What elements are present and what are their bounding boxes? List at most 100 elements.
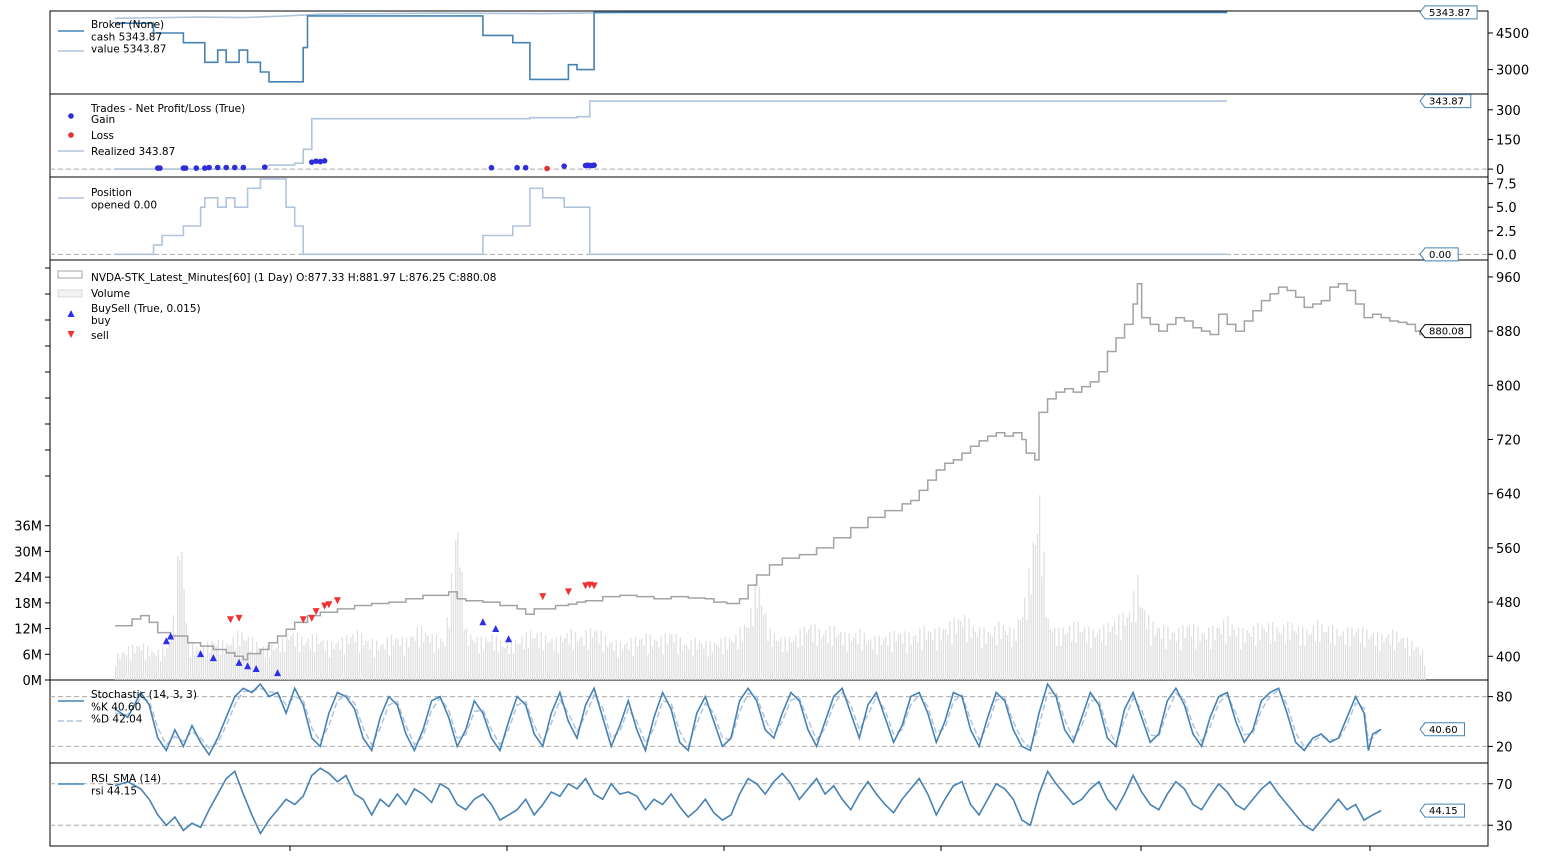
volume-bar — [1291, 623, 1293, 680]
volume-bar — [1359, 642, 1362, 680]
volume-bar — [281, 637, 284, 680]
stochastic-legend-text: %K 40.60 — [91, 701, 141, 713]
volume-bar — [908, 632, 910, 680]
buy-marker — [197, 650, 205, 658]
volume-bar — [224, 653, 226, 680]
buy-marker — [209, 654, 217, 662]
volume-bar — [1280, 634, 1282, 680]
volume-bar — [1289, 640, 1291, 680]
volume-bar — [346, 635, 348, 680]
volume-bar — [1024, 597, 1026, 680]
volume-bar — [181, 551, 183, 680]
volume-bar — [808, 629, 810, 680]
volume-bar — [1073, 621, 1075, 680]
trade-gain-point — [313, 158, 319, 164]
volume-bar — [1039, 495, 1041, 680]
buy-marker — [479, 618, 487, 626]
price-ytick-label: 960 — [1496, 271, 1521, 286]
volume-bar — [1355, 632, 1357, 680]
volume-bar — [874, 636, 876, 680]
volume-bar — [1297, 626, 1300, 680]
volume-bar — [427, 636, 429, 680]
stochastic-ytick-label: 20 — [1496, 740, 1513, 755]
volume-bar — [1051, 631, 1054, 680]
trade-loss-point — [544, 165, 550, 172]
volume-bar — [437, 648, 440, 680]
volume-bar — [313, 652, 316, 680]
volume-bar — [1195, 648, 1197, 680]
volume-bar — [750, 607, 752, 680]
volume-bar — [1329, 643, 1332, 680]
volume-bar — [1270, 643, 1272, 680]
volume-bar — [957, 619, 960, 680]
volume-bar — [799, 628, 801, 680]
volume-bar — [256, 641, 258, 680]
volume-bars — [115, 495, 1426, 680]
volume-bar — [609, 642, 611, 680]
rsi-ytick-label: 70 — [1496, 778, 1513, 793]
trades-ytick-label: 150 — [1496, 133, 1521, 148]
volume-bar — [686, 645, 688, 680]
volume-bar — [716, 644, 718, 680]
volume-bar — [696, 649, 699, 680]
rsi-last-value-tag — [1419, 803, 1465, 818]
volume-bar — [1122, 613, 1124, 680]
volume-bar — [1302, 627, 1304, 680]
volume-bar — [245, 640, 247, 680]
volume-bar — [1287, 621, 1289, 680]
volume-bar — [902, 643, 904, 680]
volume-bar — [1205, 639, 1208, 680]
volume-bar — [996, 645, 998, 680]
sell-marker — [227, 616, 234, 624]
volume-bar — [1126, 617, 1128, 680]
volume-bar — [786, 651, 788, 680]
volume-bar — [745, 627, 748, 680]
volume-bar — [1019, 620, 1022, 680]
volume-bar — [852, 637, 855, 680]
volume-bar — [260, 648, 262, 680]
volume-bar — [294, 646, 296, 680]
volume-bar — [1406, 637, 1409, 680]
volume-bar — [711, 652, 714, 680]
volume-bar — [215, 645, 217, 680]
volume-bar — [399, 645, 401, 680]
volume-bar — [1366, 629, 1368, 680]
volume-ytick-label: 6M — [23, 648, 43, 663]
volume-bar — [213, 643, 215, 680]
volume-bar — [654, 639, 656, 680]
volume-bar — [549, 641, 551, 680]
volume-bar — [1334, 645, 1336, 680]
volume-bar — [598, 643, 600, 680]
volume-bar — [440, 638, 442, 680]
volume-bar — [872, 649, 874, 680]
rsi-legend-text: rsi 44.15 — [91, 785, 137, 797]
volume-bar — [1006, 635, 1009, 680]
volume-bar — [1030, 594, 1032, 680]
volume-bar — [641, 638, 643, 680]
volume-bar — [639, 639, 641, 680]
volume-bar — [790, 642, 793, 680]
volume-bar — [972, 626, 974, 680]
volume-bar — [331, 641, 333, 680]
volume-bar — [553, 650, 555, 680]
volume-bar — [354, 642, 356, 680]
volume-bar — [476, 637, 478, 680]
volume-bar — [683, 644, 686, 680]
trades-legend-text: Trades - Net Profit/Loss (True) — [90, 103, 245, 115]
trades-realized-line — [115, 100, 1228, 170]
volume-bar — [1248, 632, 1250, 680]
broker-panel-frame — [49, 10, 1489, 95]
trade-gain-point — [591, 162, 597, 168]
volume-bar — [1237, 627, 1240, 680]
volume-bar — [1120, 640, 1122, 680]
volume-bar — [628, 649, 630, 680]
volume-bar — [814, 624, 816, 680]
volume-bar — [369, 648, 371, 680]
volume-bar — [1263, 629, 1265, 680]
volume-bar — [1111, 626, 1114, 680]
volume-bar — [305, 642, 307, 680]
volume-bar — [914, 634, 917, 680]
volume-bar — [880, 644, 883, 680]
volume-bar — [1227, 616, 1229, 680]
volume-bar — [1214, 639, 1216, 680]
